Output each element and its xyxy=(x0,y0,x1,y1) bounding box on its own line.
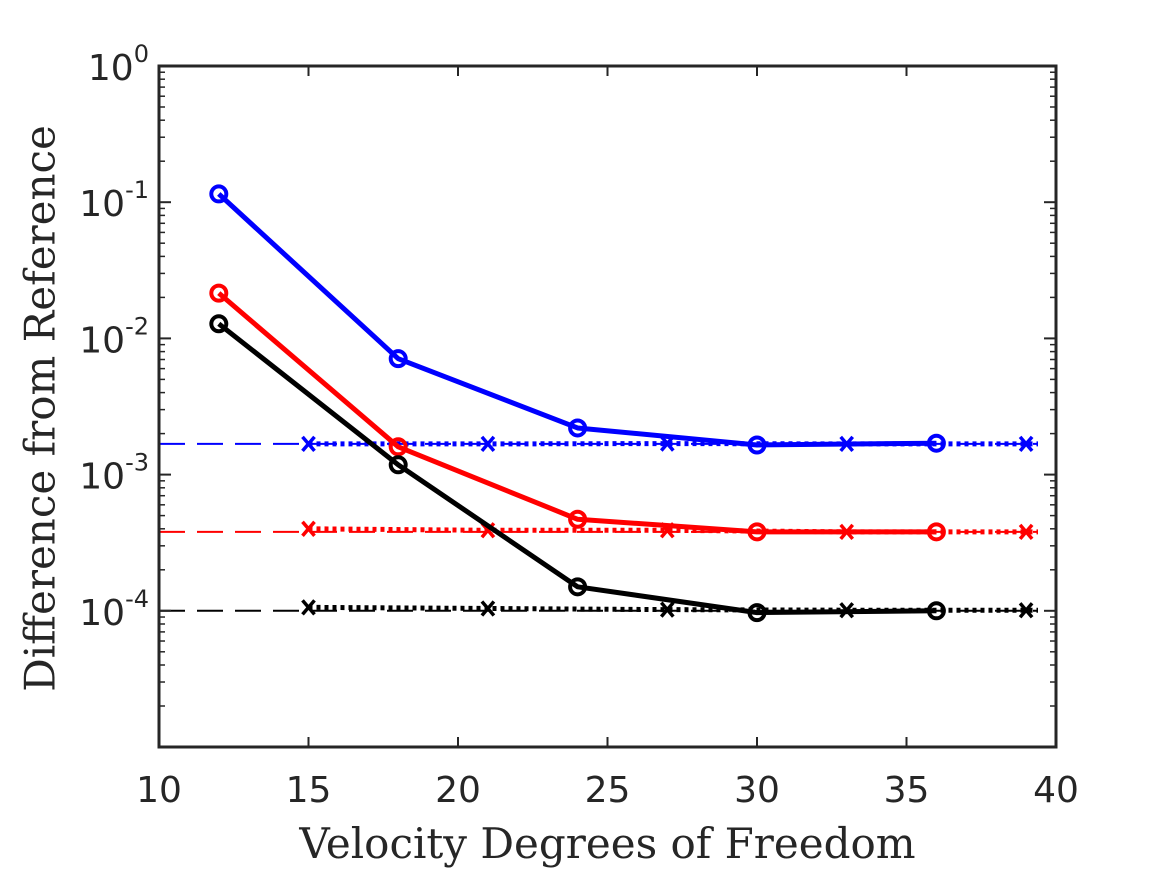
x-marker-stroke xyxy=(301,435,316,453)
black-solid-point xyxy=(388,455,408,475)
y-tick-label: 10-3 xyxy=(79,449,149,498)
x-tick-label: 25 xyxy=(585,770,631,811)
blue-solid-point xyxy=(388,349,408,369)
x-marker-stroke xyxy=(1018,435,1034,453)
x-marker-stroke xyxy=(659,601,675,618)
black-solid-point xyxy=(209,314,229,334)
red-solid-line xyxy=(217,291,937,535)
black-solid-point xyxy=(747,603,767,623)
black-solid-series xyxy=(209,314,946,623)
blue-solid-point xyxy=(926,433,946,453)
black-solid-point xyxy=(568,577,588,597)
y-tick-label: 10-1 xyxy=(79,176,149,225)
y-tick-label: 100 xyxy=(88,40,149,89)
blue-solid-line xyxy=(217,192,937,448)
x-marker-stroke xyxy=(301,520,316,537)
red-solid-point xyxy=(926,522,946,542)
black-dotted-point xyxy=(659,601,675,618)
black-dotted-point xyxy=(480,600,496,617)
blue-solid-point xyxy=(747,435,767,455)
red-solid-point xyxy=(209,283,229,303)
red-solid-point xyxy=(747,522,767,542)
red-solid-series xyxy=(209,283,946,542)
x-tick-label: 40 xyxy=(1033,770,1079,811)
axis-ticks xyxy=(158,65,1057,748)
red-dotted-point xyxy=(1018,523,1034,540)
black-solid-point xyxy=(926,601,946,621)
plot-frame xyxy=(157,64,1058,749)
x-marker-stroke xyxy=(301,599,316,616)
red-solid-point xyxy=(388,437,408,457)
blue-dotted-point xyxy=(1018,435,1034,453)
x-tick-label: 35 xyxy=(884,770,930,811)
blue-dotted-point xyxy=(301,435,316,453)
y-tick-labels: 100 10-1 10-2 10-3 10-4 xyxy=(79,40,149,634)
red-dotted-point xyxy=(301,520,316,537)
x-marker-stroke xyxy=(480,435,496,453)
reference-lines xyxy=(159,442,1038,612)
x-tick-label: 10 xyxy=(136,770,182,811)
y-tick-label: 10-4 xyxy=(79,585,149,634)
black-dotted-point xyxy=(301,599,316,616)
y-axis-title: Difference from Reference xyxy=(16,125,65,692)
y-tick-label: 10-2 xyxy=(79,312,149,361)
x-tick-labels: 10 15 20 25 30 35 40 xyxy=(136,770,1079,811)
black-dotted-line xyxy=(308,604,1038,613)
blue-dotted-point xyxy=(480,435,496,453)
series-layer xyxy=(209,184,1038,623)
x-marker-stroke xyxy=(1018,602,1034,619)
x-marker-stroke xyxy=(480,600,496,617)
x-tick-label: 30 xyxy=(734,770,780,811)
blue-solid-series xyxy=(209,184,946,455)
x-tick-label: 15 xyxy=(286,770,332,811)
black-solid-line xyxy=(217,321,937,616)
x-tick-label: 20 xyxy=(435,770,481,811)
black-dotted-point xyxy=(1018,602,1034,619)
x-marker-stroke xyxy=(1018,523,1034,540)
blue-solid-point xyxy=(568,418,588,438)
red-solid-point xyxy=(568,509,588,529)
blue-solid-point xyxy=(209,184,229,204)
x-axis-title: Velocity Degrees of Freedom xyxy=(298,819,915,868)
